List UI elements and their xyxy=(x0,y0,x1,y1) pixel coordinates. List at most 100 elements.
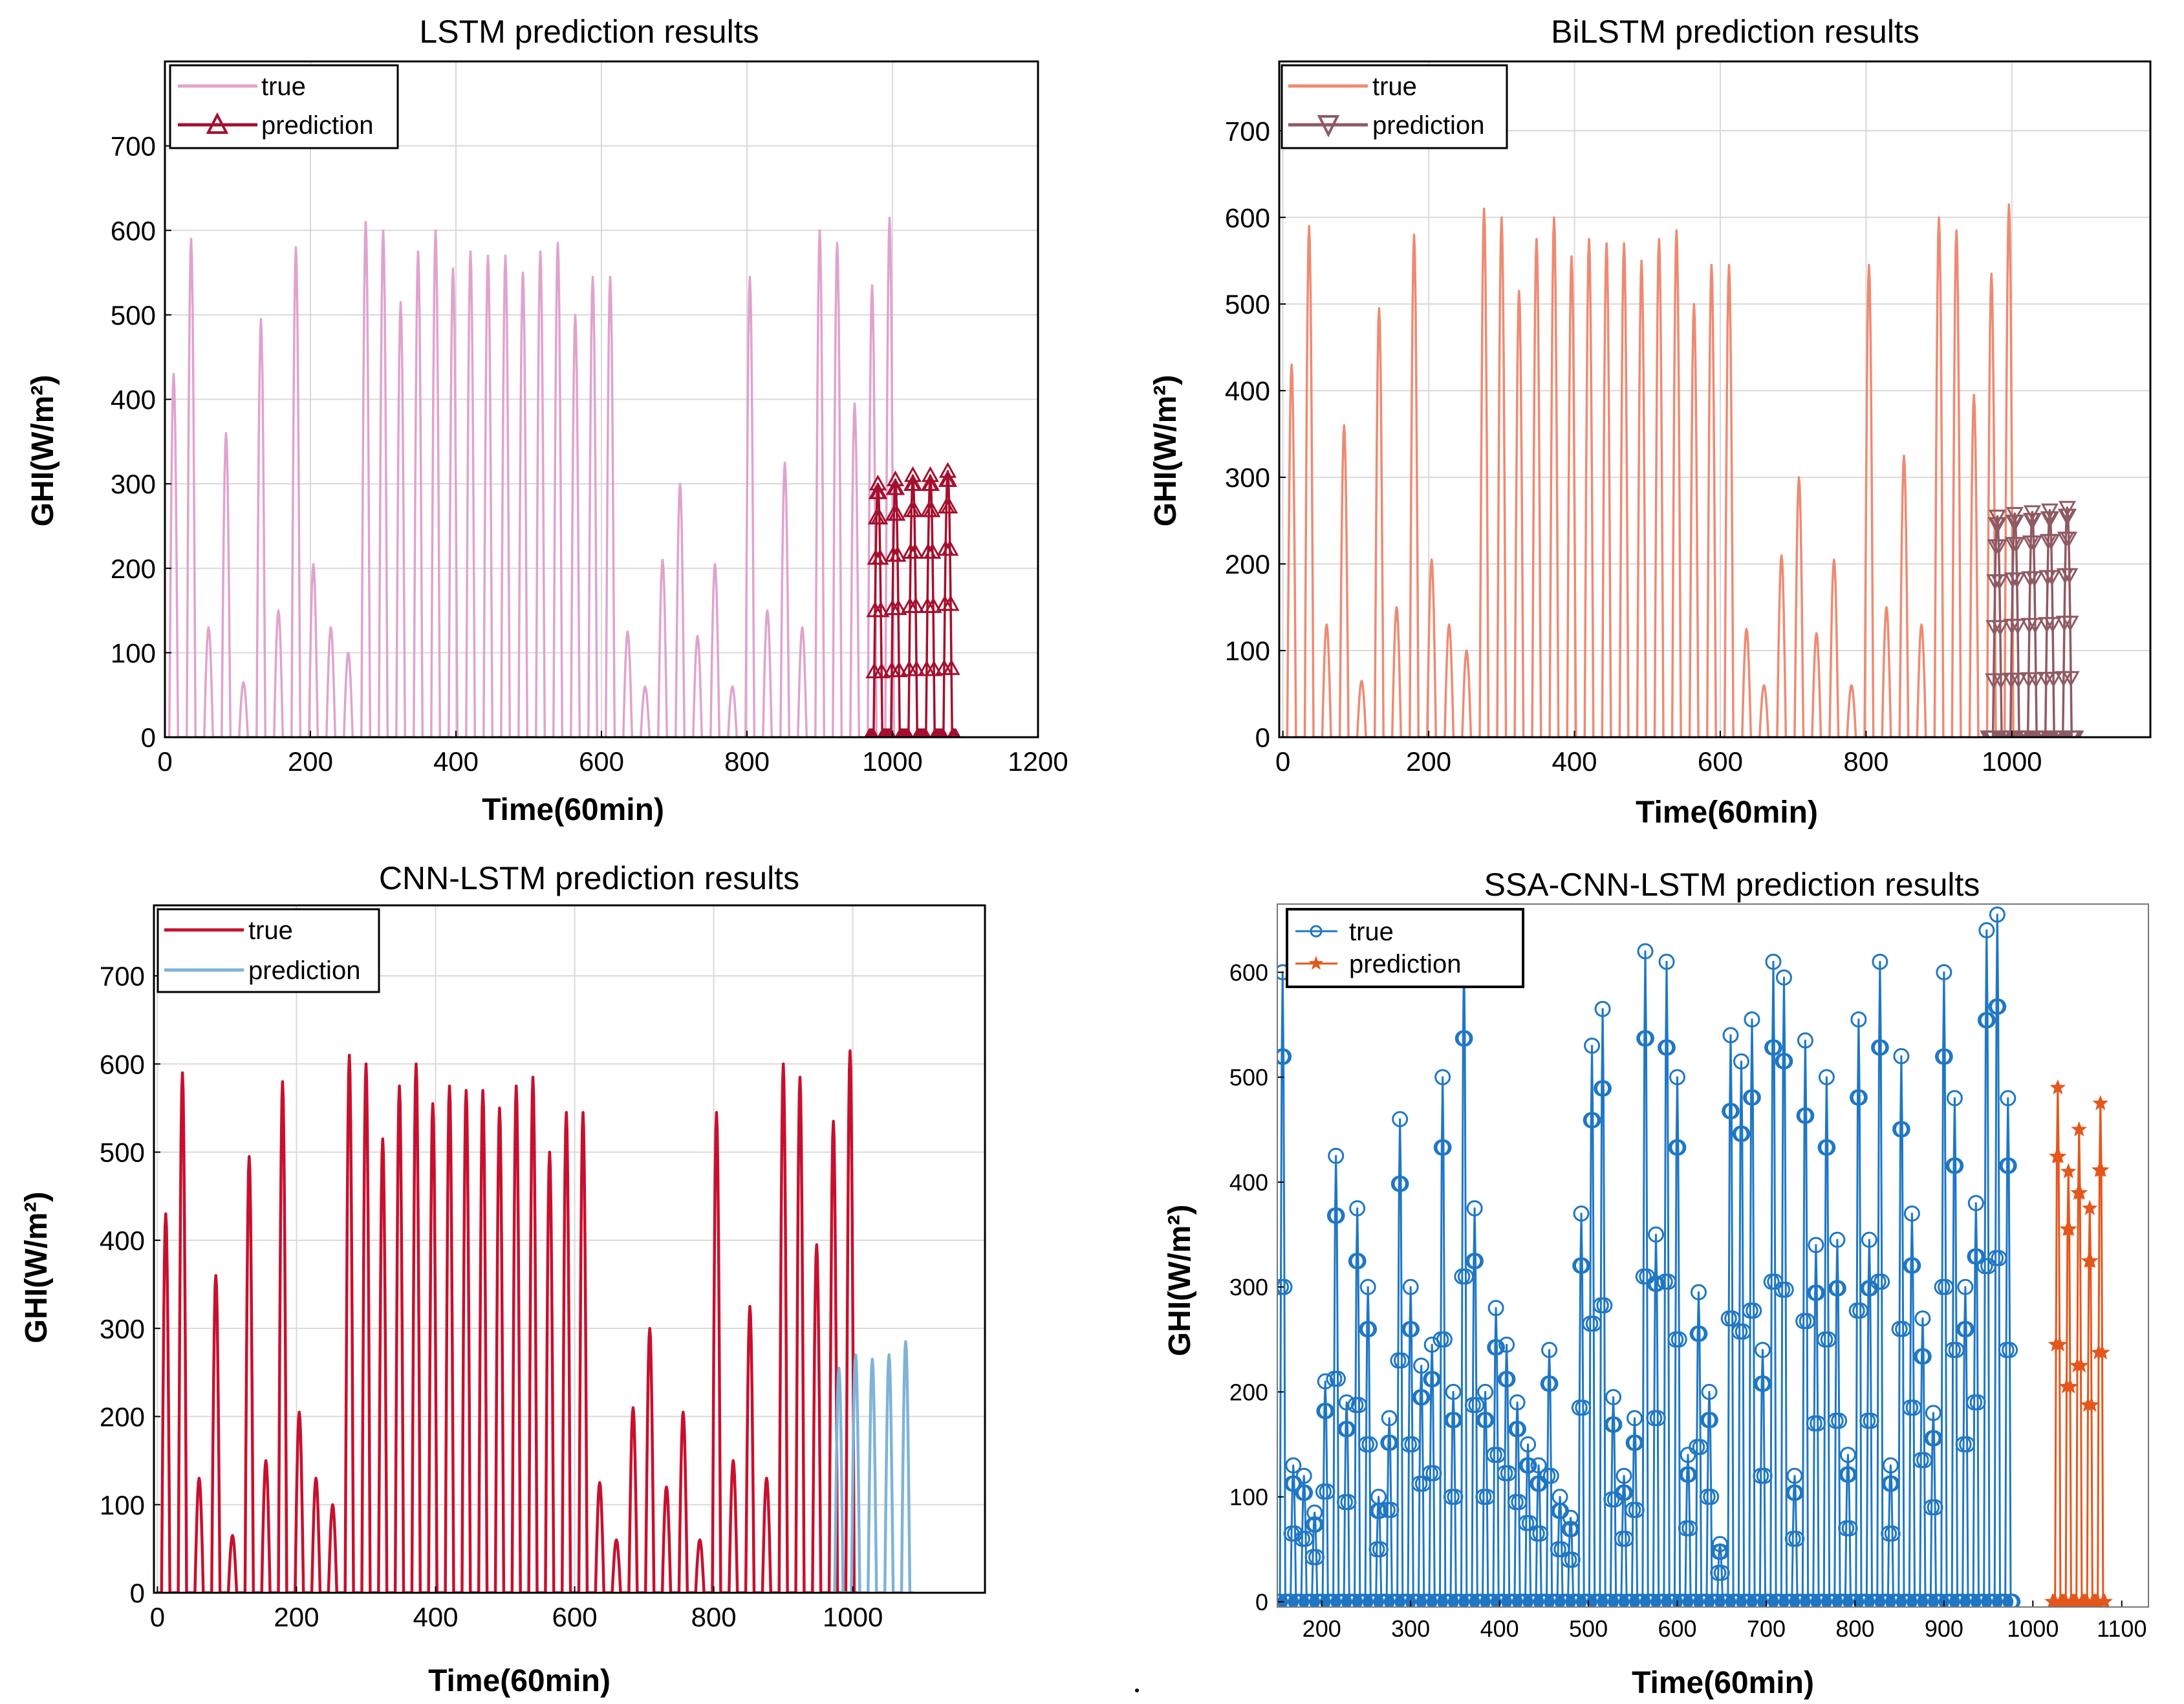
data-point xyxy=(1808,1284,1825,1301)
data-point xyxy=(2062,671,2080,687)
data-point xyxy=(1681,1520,1698,1537)
legend-label-true: true xyxy=(248,916,293,945)
data-point xyxy=(1573,1205,1590,1222)
data-point xyxy=(1570,1593,1587,1607)
y-tick-label: 100 xyxy=(100,1490,145,1520)
tick-layer: 0 200 400 600 800 1000 1200 0 100 200 300 400 500 600… xyxy=(111,131,1068,777)
y-tick-label: 200 xyxy=(1225,549,1270,579)
data-point xyxy=(1943,1593,1960,1607)
data-point xyxy=(1969,1394,1986,1411)
data-point xyxy=(1421,1593,1438,1607)
data-point xyxy=(1649,1410,1666,1427)
data-point xyxy=(2019,730,2037,737)
y-tick-label: 200 xyxy=(100,1402,145,1432)
data-point xyxy=(1500,1465,1517,1482)
data-point xyxy=(890,661,908,678)
data-point xyxy=(1829,1231,1846,1248)
x-tick-label: 600 xyxy=(579,746,624,777)
series-layer xyxy=(1282,203,2084,737)
data-point xyxy=(1848,1593,1865,1607)
x-tick-label: 400 xyxy=(1480,1615,1519,1642)
y-tick-label: 300 xyxy=(1229,1274,1268,1300)
data-point xyxy=(1830,1280,1846,1297)
x-tick-label: 400 xyxy=(413,1602,458,1632)
data-point xyxy=(925,660,943,676)
data-point xyxy=(1730,1593,1747,1607)
data-point xyxy=(1660,1273,1677,1290)
data-point xyxy=(1392,1176,1409,1192)
data-point xyxy=(1511,1494,1528,1511)
chart-lstm: LSTM prediction results GHI(W/m²) Time(6… xyxy=(26,14,1068,827)
x-tick-label: 500 xyxy=(1569,1615,1608,1642)
data-point xyxy=(942,659,960,675)
data-point xyxy=(1784,1593,1800,1607)
x-tick-label: 300 xyxy=(1391,1615,1430,1642)
x-tick-label: 200 xyxy=(274,1602,319,1632)
data-point xyxy=(1967,1194,1984,1211)
data-point xyxy=(1691,1325,1708,1342)
data-point xyxy=(1383,1502,1400,1518)
data-point xyxy=(905,475,923,491)
legend-label-true: true xyxy=(261,72,306,101)
data-point xyxy=(2066,730,2084,737)
chart-title: CNN-LSTM prediction results xyxy=(379,860,799,896)
data-point xyxy=(1314,1593,1331,1607)
data-point xyxy=(1346,1593,1363,1607)
data-point xyxy=(1485,1593,1502,1607)
data-point xyxy=(2024,513,2042,529)
data-point xyxy=(1746,1302,1762,1319)
data-point xyxy=(1837,1593,1854,1607)
data-point xyxy=(1509,1421,1526,1438)
data-point xyxy=(1530,1457,1547,1474)
data-point xyxy=(1798,1107,1815,1124)
data-point xyxy=(1542,1467,1559,1484)
data-point xyxy=(1775,969,1792,986)
y-tick-label: 600 xyxy=(1225,202,1270,233)
x-tick-label: 800 xyxy=(724,746,770,777)
legend-box xyxy=(1286,908,1524,988)
data-point xyxy=(1777,1053,1793,1070)
data-point xyxy=(1884,1525,1901,1542)
data-point xyxy=(1905,1257,1921,1274)
data-point xyxy=(1744,1011,1760,1028)
data-point xyxy=(2097,1593,2113,1607)
data-point xyxy=(1432,1593,1449,1607)
data-point xyxy=(1874,1273,1890,1290)
data-point xyxy=(938,462,957,478)
data-point xyxy=(1328,1147,1345,1164)
data-point xyxy=(1645,1593,1661,1607)
legend-marker-triangle-up-icon xyxy=(206,112,229,134)
data-point xyxy=(1893,1048,1910,1064)
data-point xyxy=(1788,1531,1805,1548)
data-point xyxy=(1927,1499,1943,1516)
data-point xyxy=(1905,1399,1922,1416)
data-point xyxy=(1592,1593,1608,1607)
data-point xyxy=(2037,730,2055,737)
x-tick-label: 600 xyxy=(1698,746,1743,777)
data-point xyxy=(1903,1205,1920,1222)
tick-layer: 0 200 400 600 800 1000 0 100 200 300 400 500 600 700 xyxy=(1225,116,2042,777)
x-tick-label: 1000 xyxy=(1982,746,2042,777)
x-tick-label: 900 xyxy=(1925,1615,1963,1642)
data-point xyxy=(870,483,888,499)
data-point xyxy=(1350,1397,1367,1414)
data-point xyxy=(1325,1593,1342,1607)
data-point xyxy=(1797,1032,1813,1049)
y-tick-label: 600 xyxy=(1229,959,1268,986)
series-layer xyxy=(157,1049,914,1593)
data-point xyxy=(1722,1027,1739,1044)
data-point xyxy=(1925,1405,1941,1421)
plot-area xyxy=(157,1049,914,1593)
data-point xyxy=(1709,1593,1725,1607)
data-point xyxy=(1328,1207,1345,1224)
data-point xyxy=(1487,1300,1504,1317)
data-point xyxy=(1434,1069,1451,1086)
data-point xyxy=(923,501,941,517)
data-point xyxy=(2023,505,2041,521)
data-point xyxy=(1819,1139,1836,1156)
data-point xyxy=(1680,1466,1697,1483)
data-point xyxy=(1371,1502,1388,1519)
data-point xyxy=(1520,1457,1537,1474)
data-point xyxy=(1304,1593,1321,1607)
data-point xyxy=(1883,1475,1900,1492)
